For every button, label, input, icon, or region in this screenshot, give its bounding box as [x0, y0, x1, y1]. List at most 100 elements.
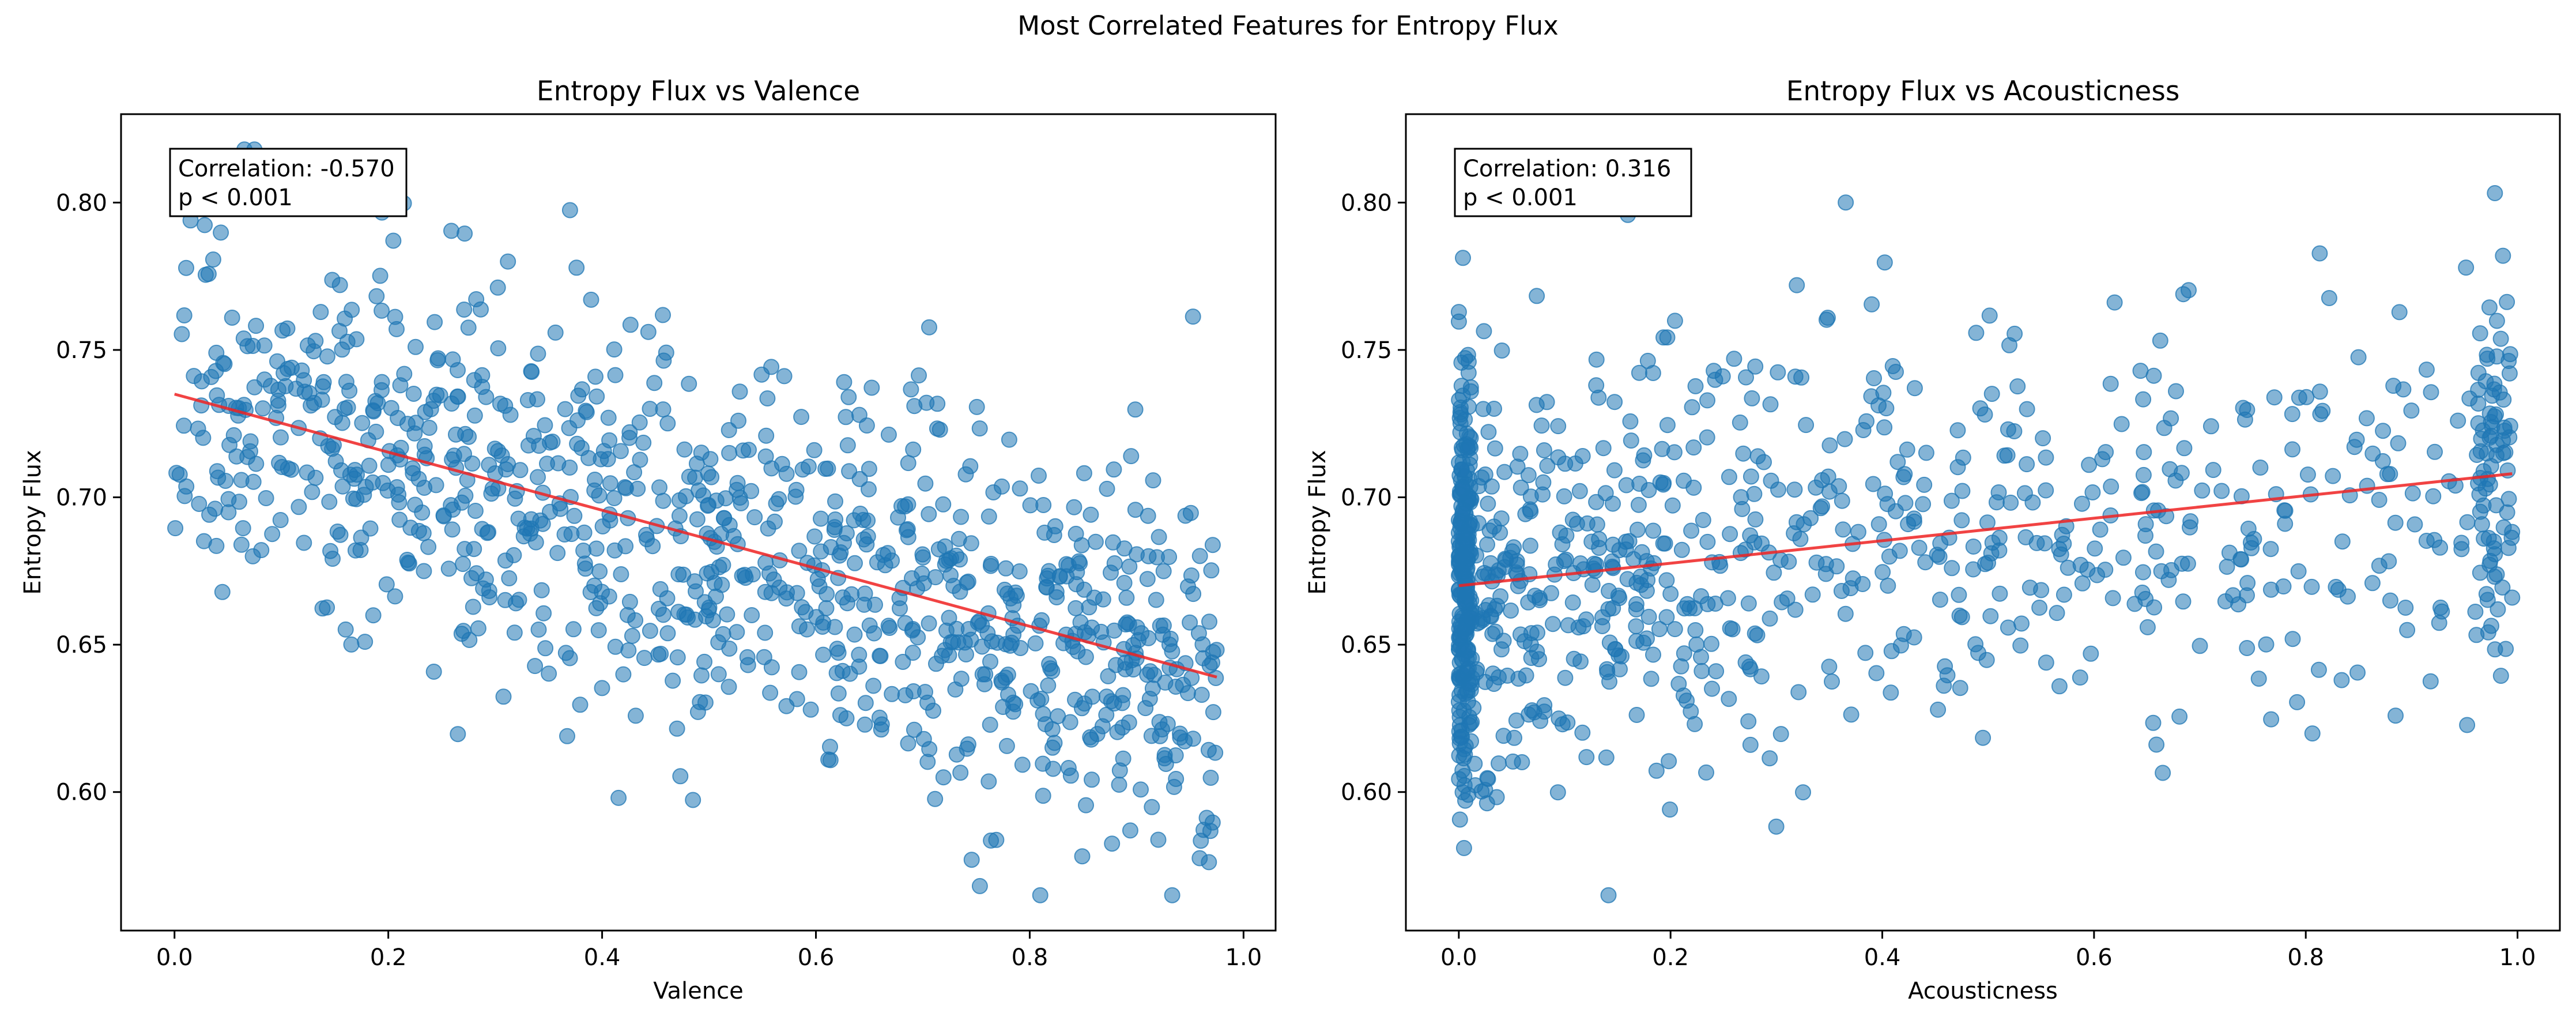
- data-point: [830, 685, 847, 702]
- data-point: [2469, 447, 2486, 463]
- x-tick-label: 0.8: [2287, 944, 2324, 971]
- data-point: [1451, 620, 1468, 637]
- data-point: [1879, 496, 1896, 513]
- data-point: [706, 575, 723, 592]
- data-point: [1707, 596, 1723, 612]
- data-point: [802, 701, 819, 718]
- data-point: [1635, 452, 1651, 469]
- data-point: [530, 622, 547, 638]
- data-point: [2146, 599, 2163, 616]
- data-point: [903, 381, 919, 398]
- data-point: [231, 494, 247, 510]
- data-point: [1564, 594, 1581, 611]
- data-point: [1048, 583, 1065, 600]
- data-point: [541, 665, 557, 682]
- data-point: [408, 415, 424, 431]
- data-point: [1575, 618, 1591, 635]
- data-point: [1578, 749, 1595, 766]
- data-point: [1737, 654, 1754, 671]
- data-point: [1706, 363, 1722, 379]
- data-point: [2426, 532, 2443, 548]
- data-point: [332, 526, 349, 543]
- data-point: [1952, 680, 1968, 696]
- data-point: [1037, 716, 1054, 733]
- data-point: [2113, 416, 2130, 432]
- data-point: [590, 622, 607, 639]
- y-tick-label: 0.65: [56, 632, 107, 658]
- data-point: [1455, 250, 1471, 266]
- data-point: [1506, 729, 1522, 746]
- data-point: [1743, 468, 1759, 485]
- data-point: [813, 510, 829, 527]
- data-point: [1787, 368, 1804, 385]
- data-point: [838, 409, 854, 425]
- data-point: [467, 503, 484, 519]
- data-point: [1819, 310, 1836, 326]
- data-point: [653, 646, 669, 662]
- data-point: [1662, 801, 1679, 818]
- data-point: [1733, 489, 1749, 506]
- data-point: [719, 606, 736, 623]
- data-point: [1742, 736, 1759, 753]
- data-point: [383, 400, 399, 416]
- data-point: [214, 583, 231, 600]
- data-point: [248, 318, 265, 334]
- data-point: [859, 512, 876, 529]
- data-point: [2358, 410, 2375, 427]
- data-point: [1643, 671, 1659, 687]
- data-point: [2054, 526, 2070, 543]
- data-point: [1655, 475, 1672, 491]
- data-point: [1666, 312, 1683, 329]
- data-point: [1790, 684, 1807, 701]
- data-point: [1508, 553, 1525, 570]
- data-point: [1772, 726, 1789, 743]
- data-point: [1167, 679, 1184, 695]
- data-point: [689, 511, 706, 528]
- data-point: [615, 666, 632, 683]
- data-point: [734, 567, 750, 584]
- data-point: [2364, 575, 2381, 592]
- data-point: [2084, 484, 2101, 500]
- data-point: [2167, 472, 2184, 489]
- data-point: [1628, 596, 1645, 612]
- data-point: [587, 368, 604, 385]
- data-point: [1190, 625, 1207, 642]
- data-point: [655, 352, 672, 369]
- data-point: [2404, 485, 2421, 502]
- data-point: [312, 304, 329, 321]
- data-point: [729, 475, 746, 491]
- data-point: [1883, 643, 1900, 660]
- data-point: [333, 462, 349, 479]
- data-point: [956, 634, 973, 651]
- data-point: [822, 739, 838, 755]
- data-point: [703, 469, 720, 485]
- data-point: [2133, 485, 2149, 502]
- data-point: [1628, 618, 1645, 635]
- data-point: [465, 598, 481, 615]
- data-point: [1808, 554, 1825, 571]
- data-point: [1456, 777, 1473, 793]
- data-point: [1659, 329, 1676, 346]
- data-point: [2502, 346, 2518, 363]
- data-point: [529, 391, 545, 408]
- data-point: [1554, 716, 1571, 733]
- data-point: [2024, 494, 2041, 511]
- data-point: [1493, 342, 1510, 359]
- data-point: [1645, 522, 1662, 539]
- data-point: [296, 534, 312, 551]
- x-axis-label: Acousticness: [1908, 978, 2058, 1004]
- data-point: [1459, 643, 1476, 660]
- data-point: [2487, 185, 2503, 201]
- data-point: [2250, 671, 2267, 687]
- data-point: [2179, 555, 2196, 572]
- data-point: [917, 475, 934, 492]
- data-point: [1111, 762, 1128, 779]
- data-point: [2139, 619, 2156, 635]
- data-point: [731, 383, 748, 400]
- data-point: [1698, 764, 1714, 781]
- data-point: [2038, 654, 2054, 671]
- data-point: [450, 726, 466, 743]
- data-point: [566, 507, 583, 524]
- data-point: [186, 368, 202, 385]
- data-point: [846, 626, 863, 643]
